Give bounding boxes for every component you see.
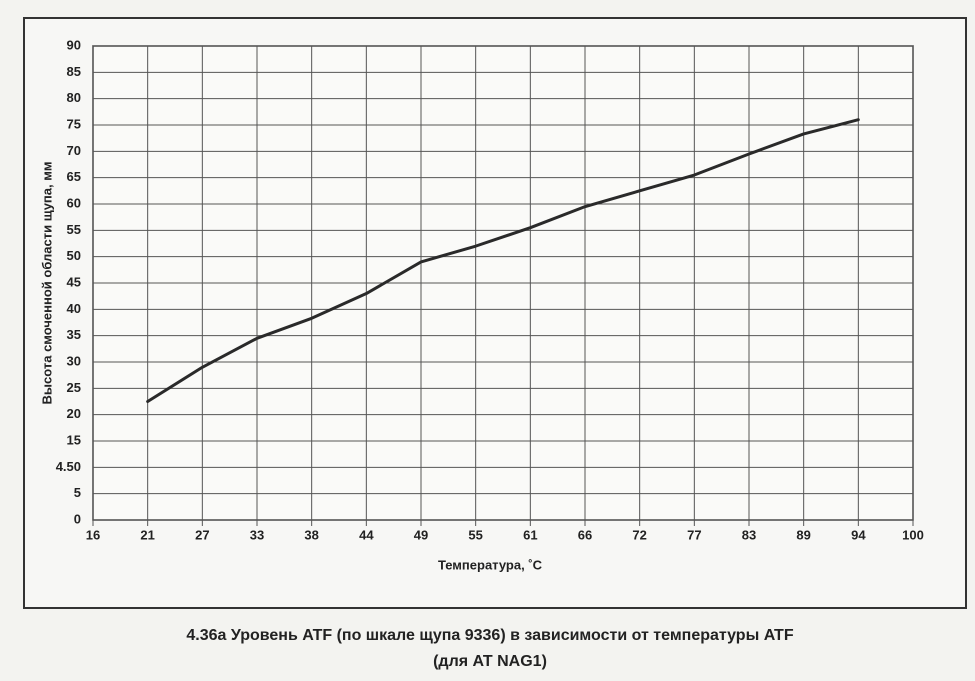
y-tick-label: 65 <box>67 169 81 184</box>
y-tick-label: 0 <box>74 511 81 526</box>
x-axis-label: Температура, ˚C <box>438 557 543 572</box>
y-tick-label: 70 <box>67 143 81 158</box>
y-tick-label: 45 <box>67 274 81 289</box>
y-tick-label: 4.50 <box>56 459 81 474</box>
x-tick-label: 33 <box>250 527 264 542</box>
x-tick-label: 55 <box>468 527 482 542</box>
y-tick-label: 5 <box>74 485 81 500</box>
y-tick-label: 40 <box>67 301 81 316</box>
x-tick-label: 49 <box>414 527 428 542</box>
y-tick-label: 50 <box>67 248 81 263</box>
y-tick-label: 90 <box>67 37 81 52</box>
caption: 4.36а Уровень ATF (по шкале щупа 9336) в… <box>186 627 793 644</box>
y-tick-label: 20 <box>67 406 81 421</box>
y-tick-label: 55 <box>67 222 81 237</box>
y-tick-label: 25 <box>67 380 81 395</box>
y-tick-label: 35 <box>67 327 81 342</box>
x-tick-label: 100 <box>902 527 924 542</box>
caption: (для AT NAG1) <box>433 653 547 670</box>
x-tick-label: 66 <box>578 527 592 542</box>
x-tick-label: 27 <box>195 527 209 542</box>
y-tick-label: 85 <box>67 64 81 79</box>
x-tick-label: 94 <box>851 527 866 542</box>
x-tick-label: 61 <box>523 527 537 542</box>
y-tick-label: 80 <box>67 90 81 105</box>
y-tick-label: 75 <box>67 116 81 131</box>
y-axis-label: Высота смоченной области щупа, мм <box>39 162 54 405</box>
y-tick-label: 15 <box>67 432 81 447</box>
x-tick-label: 16 <box>86 527 100 542</box>
y-tick-label: 30 <box>67 353 81 368</box>
x-tick-label: 89 <box>796 527 810 542</box>
x-tick-label: 77 <box>687 527 701 542</box>
x-tick-label: 83 <box>742 527 756 542</box>
x-tick-label: 44 <box>359 527 374 542</box>
x-tick-label: 38 <box>304 527 318 542</box>
data-line <box>146 118 860 403</box>
y-tick-label: 60 <box>67 195 81 210</box>
x-tick-label: 72 <box>632 527 646 542</box>
x-tick-label: 21 <box>140 527 154 542</box>
